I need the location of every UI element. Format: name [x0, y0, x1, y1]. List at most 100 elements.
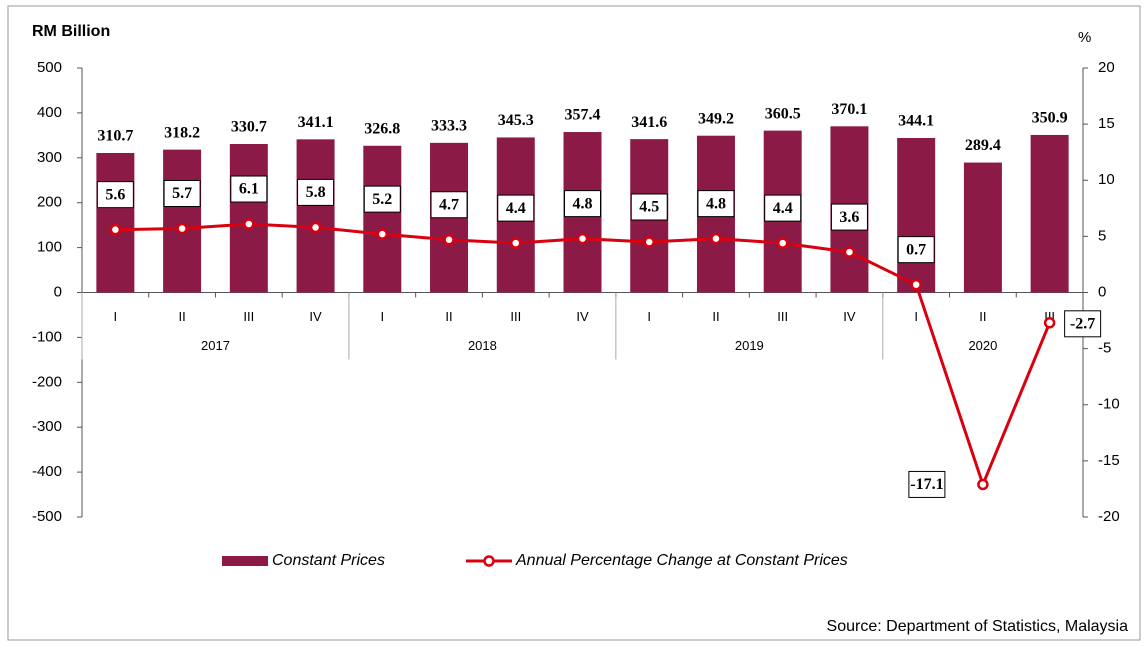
line-value-label: 4.7	[439, 196, 459, 213]
line-value-label: 3.6	[839, 209, 859, 226]
bar	[963, 162, 1002, 293]
legend-swatch	[483, 555, 495, 567]
x-tick-label: IV	[309, 309, 322, 324]
bar-value-label: 341.1	[298, 114, 334, 131]
y-tick-label: 0	[54, 283, 62, 300]
value-label-box	[163, 180, 201, 208]
x-tick-label: III	[243, 309, 254, 324]
line-value-label: 4.8	[706, 195, 726, 212]
bar-value-label: 357.4	[565, 107, 601, 124]
line-value-label: 4.5	[639, 199, 659, 216]
line-marker	[710, 232, 722, 245]
line-marker	[376, 228, 389, 240]
bar-value-label: 360.5	[765, 105, 801, 122]
value-label-box	[230, 175, 268, 203]
line-value-label: 4.4	[506, 200, 526, 217]
legend-label: Constant Prices	[272, 552, 385, 569]
bar	[1030, 134, 1069, 293]
bar-value-label: 344.1	[898, 113, 934, 130]
y2-tick-label: 10	[1098, 171, 1115, 188]
line-value-label: 0.7	[906, 241, 926, 258]
y-tick-label: 500	[37, 59, 62, 76]
x-tick-label: IV	[843, 309, 856, 324]
line-value-label: 4.8	[573, 195, 593, 212]
x-tick-label: I	[380, 309, 384, 324]
y2-tick-label: 0	[1098, 283, 1106, 300]
value-label-box	[830, 203, 868, 231]
line-marker	[910, 278, 922, 291]
y2-tick-label: -10	[1098, 396, 1120, 413]
x-tick-label: I	[114, 309, 118, 324]
value-label-box	[630, 193, 668, 221]
x-tick-label: II	[445, 309, 452, 324]
line-value-label: 4.4	[773, 200, 793, 217]
bar-value-label: 341.6	[631, 114, 667, 131]
line-marker	[309, 221, 322, 234]
y2-tick-label: 20	[1098, 59, 1115, 76]
x-tick-label: I	[647, 309, 651, 324]
bar-value-label: 345.3	[498, 112, 534, 129]
line-marker	[776, 237, 789, 249]
legend-swatch	[222, 556, 268, 566]
bar-value-label: 318.2	[164, 124, 200, 141]
x-tick-label: IV	[576, 309, 589, 324]
y2-tick-label: 5	[1098, 227, 1106, 244]
y-tick-label: -300	[32, 418, 62, 435]
x-tick-label: III	[777, 309, 788, 324]
bar	[897, 137, 936, 293]
bar-value-label: 289.4	[965, 137, 1001, 154]
line-marker	[443, 233, 455, 246]
group-label: 2020	[968, 338, 997, 353]
value-label-box	[1064, 310, 1102, 338]
y-tick-label: -400	[32, 463, 62, 480]
bar-value-label: 310.7	[97, 128, 133, 145]
y2-tick-label: -20	[1098, 508, 1120, 525]
x-tick-label: III	[1044, 309, 1055, 324]
line-marker	[243, 218, 255, 230]
line-value-label: -2.7	[1070, 315, 1095, 332]
value-label-box	[697, 190, 735, 218]
group-label: 2017	[201, 338, 230, 353]
bar	[163, 149, 202, 293]
value-label-box	[764, 194, 802, 222]
bar	[296, 139, 335, 293]
legend-label: Annual Percentage Change at Constant Pri…	[515, 552, 848, 569]
value-label-box	[908, 470, 946, 498]
line-marker	[510, 237, 522, 249]
y2-tick-label: -5	[1098, 340, 1111, 357]
line-marker	[643, 236, 655, 248]
y-tick-label: 300	[37, 149, 62, 166]
bar-value-label: 370.1	[831, 101, 867, 118]
source: Source: Department of Statistics, Malays…	[827, 618, 1129, 635]
y-tick-label: -100	[32, 328, 62, 345]
bar-value-label: 349.2	[698, 110, 734, 127]
bar-value-label: 330.7	[231, 119, 267, 136]
bar-value-label: 326.8	[364, 120, 400, 137]
x-tick-label: I	[914, 309, 918, 324]
line-value-label: 5.7	[172, 185, 192, 202]
value-label-box	[297, 178, 335, 206]
y-tick-label: 200	[37, 194, 62, 211]
bar-value-label: 333.3	[431, 118, 467, 135]
value-label-box	[363, 185, 401, 213]
group-label: 2019	[735, 338, 764, 353]
chart-title: RM Billion	[32, 23, 110, 40]
line-value-label: 5.6	[105, 186, 125, 203]
line-value-label: 5.2	[372, 191, 392, 208]
y-tick-label: 100	[37, 239, 62, 256]
bar	[229, 144, 268, 293]
y-tick-label: 400	[37, 104, 62, 121]
line-marker	[977, 478, 989, 491]
value-label-box	[497, 194, 535, 222]
line-value-label: -17.1	[910, 476, 943, 493]
value-label-box	[564, 190, 601, 218]
bar	[363, 145, 402, 293]
value-label-box	[430, 191, 468, 219]
x-tick-label: III	[510, 309, 521, 324]
group-label: 2018	[468, 338, 497, 353]
line-marker	[1043, 317, 1056, 329]
value-label-box	[96, 181, 134, 209]
y2-tick-label: 15	[1098, 115, 1115, 132]
frame	[7, 5, 1141, 641]
